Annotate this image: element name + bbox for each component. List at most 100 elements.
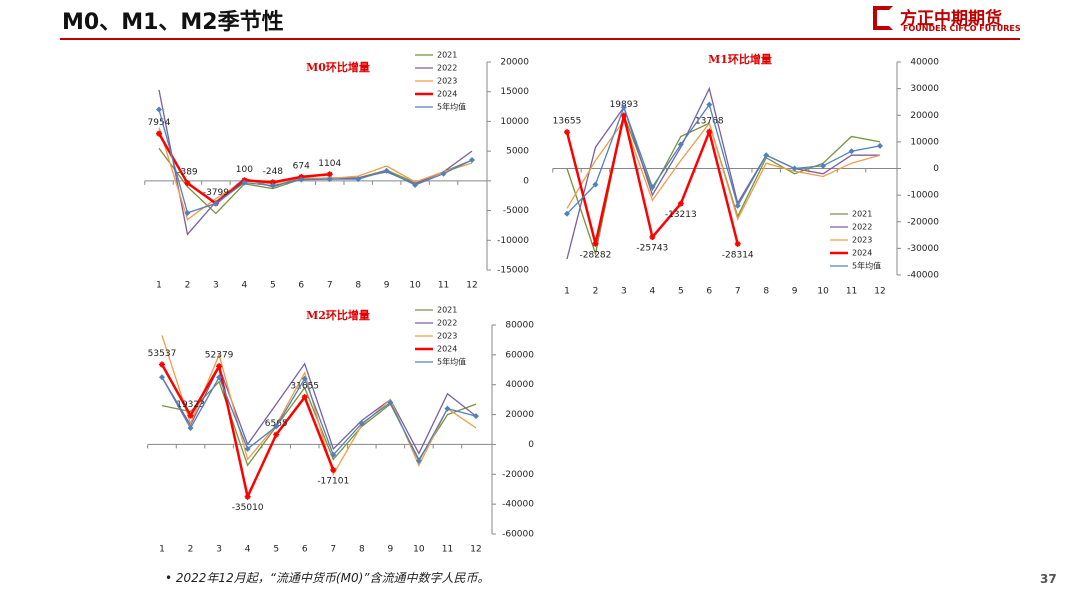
marker (877, 142, 883, 149)
data-label: 674 (293, 161, 310, 171)
legend-label: 5年均值 (852, 261, 881, 271)
legend-label: 5年均值 (437, 357, 466, 367)
data-label: 13768 (695, 116, 724, 126)
data-label: 100 (236, 165, 253, 175)
data-label: -389 (177, 168, 198, 178)
marker (848, 148, 855, 155)
x-tick-label: 2 (185, 281, 191, 291)
marker (298, 176, 305, 183)
data-label: -28314 (722, 250, 754, 260)
x-tick-label: 2 (188, 545, 194, 555)
x-tick-label: 10 (409, 281, 421, 291)
x-tick-label: 6 (298, 281, 304, 291)
footnote: • 2022年12月起，“流通中货币(M0)”含流通中数字人民币。 (165, 571, 490, 585)
data-label: 13655 (553, 117, 582, 127)
x-tick-label: 8 (359, 545, 365, 555)
data-label: 31655 (290, 382, 319, 392)
y-tick-label: 40000 (505, 380, 534, 390)
series-line (158, 109, 473, 214)
marker (212, 200, 219, 207)
data-label: -248 (263, 167, 284, 177)
x-tick-label: 5 (273, 545, 279, 555)
marker (791, 165, 798, 172)
marker (620, 104, 627, 111)
y-tick-label: -40000 (907, 271, 939, 281)
y-tick-label: -20000 (502, 470, 534, 480)
marker (358, 420, 365, 427)
x-tick-label: 1 (156, 281, 162, 291)
marker (159, 374, 165, 381)
x-tick-label: 1 (564, 287, 570, 297)
x-tick-label: 11 (442, 545, 453, 555)
marker (677, 200, 684, 207)
marker (156, 130, 162, 137)
marker (159, 361, 165, 368)
data-label: 7954 (148, 118, 171, 128)
chart-title: M1环比增量 (708, 52, 772, 66)
data-label: 19323 (176, 400, 205, 410)
marker (564, 129, 570, 136)
legend-label: 2023 (437, 77, 457, 86)
marker (216, 374, 223, 381)
marker (187, 425, 194, 432)
x-tick-label: 3 (213, 281, 219, 291)
marker (734, 240, 741, 247)
chart-title: M0环比增量 (306, 60, 370, 74)
y-tick-label: 0 (933, 164, 939, 174)
data-label: 1104 (318, 159, 341, 169)
y-tick-label: 10000 (910, 137, 939, 147)
y-tick-label: 20000 (910, 111, 939, 121)
marker (592, 181, 599, 188)
y-tick-label: -30000 (907, 244, 939, 254)
y-tick-label: 20000 (505, 410, 534, 420)
y-tick-label: -20000 (907, 217, 939, 227)
y-tick-label: 0 (523, 176, 529, 186)
marker (763, 152, 770, 159)
y-tick-label: -10000 (907, 191, 939, 201)
marker (184, 209, 191, 216)
series-line (566, 119, 881, 221)
marker (440, 170, 447, 177)
marker (156, 106, 162, 113)
slide-title: M0、M1、M2季节性 (62, 10, 284, 35)
legend-label: 2024 (437, 345, 457, 354)
legend-label: 2023 (437, 332, 457, 341)
legend-label: 2024 (437, 90, 457, 99)
marker (592, 240, 599, 247)
data-label: -28282 (580, 250, 612, 260)
marker (469, 157, 475, 164)
x-tick-label: 9 (792, 287, 798, 297)
marker (273, 423, 280, 430)
series-line (566, 86, 880, 260)
data-label: -17101 (317, 476, 349, 486)
y-tick-label: 10000 (500, 117, 529, 127)
marker (444, 405, 451, 412)
legend-label: 2021 (852, 210, 872, 219)
legend-label: 2022 (437, 64, 457, 73)
legend-label: 2024 (852, 249, 872, 258)
y-tick-label: -40000 (502, 500, 534, 510)
legend-label: 2021 (437, 306, 457, 315)
marker (326, 176, 333, 183)
y-tick-label: 60000 (505, 350, 534, 360)
data-label: -3799 (203, 188, 229, 198)
x-tick-label: 7 (330, 545, 336, 555)
marker (241, 179, 248, 186)
legend-label: 2022 (852, 223, 872, 232)
x-tick-label: 11 (846, 287, 857, 297)
marker (269, 179, 276, 186)
y-tick-label: 5000 (506, 147, 529, 157)
x-tick-label: 11 (438, 281, 449, 291)
x-tick-label: 1 (159, 545, 165, 555)
marker (734, 202, 741, 209)
logo-mark (873, 6, 893, 30)
x-tick-label: 7 (735, 287, 741, 297)
data-label: -25743 (636, 244, 668, 254)
marker (301, 394, 308, 401)
page-number: 37 (1040, 572, 1057, 586)
data-label: -13213 (665, 210, 697, 220)
y-tick-label: 15000 (500, 87, 529, 97)
series-line (161, 375, 477, 463)
series-line (161, 335, 477, 476)
